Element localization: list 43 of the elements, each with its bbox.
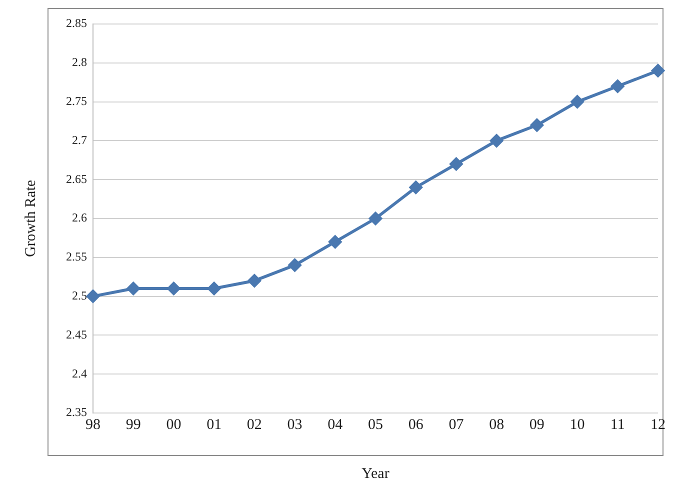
x-axis-title: Year [362,466,390,482]
y-tick-label: 2.6 [72,210,87,225]
x-tick-label: 08 [489,416,504,433]
y-axis-title: Growth Rate [22,180,39,258]
y-tick-label: 2.75 [66,94,87,108]
point [450,158,463,171]
x-tick-label: 05 [368,416,383,433]
x-tick-label: 11 [610,416,625,433]
y-tick-label: 2.35 [66,405,87,420]
y-tick-label: 2.65 [66,172,87,186]
y-tick-label: 2.7 [72,132,87,147]
x-tick-label: 98 [86,416,100,433]
point [167,282,180,296]
point [328,235,342,248]
x-tick-label: 99 [126,416,141,433]
x-tick-label: 09 [529,416,544,433]
point [369,212,382,225]
point [611,80,624,93]
x-tick-label: 03 [287,416,302,433]
x-tick-label: 04 [328,416,344,433]
point [208,282,221,296]
y-tick-label: 2.4 [72,366,87,380]
point [490,134,504,148]
y-tick-label: 2.55 [66,250,87,264]
y-tick-label: 2.8 [72,55,87,70]
x-tick-label: 01 [206,416,222,433]
point [409,180,422,194]
y-tick-label: 2.85 [66,16,87,30]
x-tick-label: 06 [408,416,424,433]
point [248,274,261,288]
x-tick-label: 07 [448,416,464,433]
point [530,118,544,132]
point [86,290,100,303]
x-tick-label: 12 [650,416,666,433]
point [288,258,302,272]
point [570,95,584,108]
point [652,64,664,78]
x-tick-label: 02 [246,416,262,433]
point [126,282,140,296]
y-tick-label: 2.45 [66,327,87,342]
y-tick-label: 2.5 [72,288,87,302]
x-tick-label: 10 [570,416,585,433]
x-tick-label: 00 [166,416,182,433]
